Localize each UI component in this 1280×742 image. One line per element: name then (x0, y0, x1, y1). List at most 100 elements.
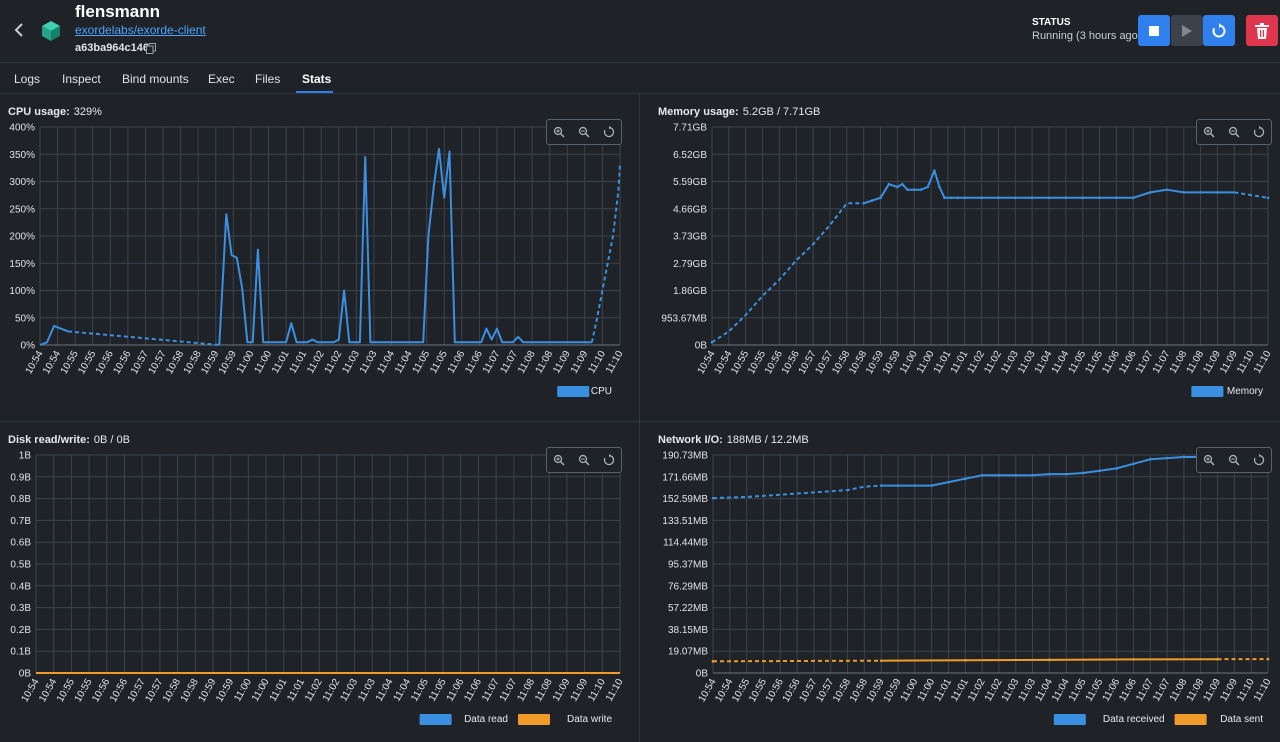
image-link[interactable]: exordelabs/exorde-client (75, 23, 206, 37)
container-cube-icon (40, 20, 62, 42)
disk-io-chart: 0B 0.1B 0.2B 0.3B 0.4B 0.5B 0.6B 0.7B 0.8B 0.9B 1B… (10, 451, 626, 725)
data-point (912, 188, 916, 191)
chart-toolbox (546, 447, 622, 473)
zoom-out-icon[interactable] (1227, 125, 1241, 139)
data-point (980, 473, 984, 477)
network-io-title: Network I/O: 188MB / 12.2MB (658, 434, 809, 446)
data-point (997, 196, 1000, 200)
data-point (1182, 191, 1186, 194)
network-io-panel: Network I/O: 188MB / 12.2MB 0B 19.07MB 38.1… (645, 422, 1279, 742)
data-point (1014, 473, 1018, 477)
data-point (997, 473, 1001, 477)
panel-divider-vertical (639, 94, 640, 742)
data-point (879, 659, 883, 662)
y-tick-label: 0.5B (10, 560, 31, 571)
data-point (1199, 191, 1202, 194)
data-point (1048, 658, 1051, 662)
reset-zoom-icon[interactable] (1252, 125, 1266, 139)
data-point (980, 196, 983, 200)
data-point (913, 484, 917, 487)
cpu-usage-value: 329% (73, 106, 102, 118)
tab-bind-mounts[interactable]: Bind mounts (122, 72, 189, 86)
data-point (711, 660, 715, 663)
y-tick-label: 19.07MB (668, 647, 708, 658)
zoom-out-icon[interactable] (1227, 453, 1241, 467)
data-point (1132, 462, 1135, 466)
memory-usage-panel: Memory usage: 5.2GB / 7.71GB 0B 953.67MB 1.… (645, 94, 1279, 416)
back-chevron-icon[interactable] (12, 21, 28, 39)
zoom-in-icon[interactable] (1202, 453, 1216, 467)
x-tick-label: 11:10 (1252, 677, 1274, 704)
data-point (1048, 472, 1051, 476)
y-tick-label: 1.86GB (673, 286, 707, 297)
zoom-in-icon[interactable] (1202, 125, 1216, 139)
y-tick-label: 300% (9, 177, 35, 188)
data-point (956, 196, 960, 200)
tab-stats[interactable]: Stats (302, 72, 332, 86)
zoom-out-icon[interactable] (577, 125, 591, 139)
series-line-cpu (68, 330, 220, 346)
tab-exec[interactable]: Exec (208, 72, 235, 86)
delete-button[interactable] (1246, 15, 1278, 46)
y-tick-label: 114.44MB (663, 538, 708, 549)
series-line-data-received (712, 484, 882, 500)
y-tick-label: 6.52GB (673, 150, 707, 161)
y-tick-label: 95.37MB (668, 560, 708, 571)
data-point (1148, 457, 1152, 461)
chart-toolbox (546, 119, 622, 145)
panel-divider-horizontal (0, 421, 1280, 422)
series-line-cpu (39, 324, 69, 346)
y-tick-label: 400% (9, 123, 35, 134)
y-tick-label: 171.66MB (662, 472, 708, 483)
data-point (1081, 196, 1084, 200)
y-tick-label: 5.59GB (673, 177, 707, 188)
restart-icon (1212, 22, 1226, 37)
y-tick-label: 100% (9, 286, 35, 297)
x-tick-label: 11:10 (604, 349, 626, 376)
data-point (1115, 467, 1118, 470)
y-tick-label: 250% (9, 204, 35, 215)
tab-inspect[interactable]: Inspect (62, 72, 101, 86)
data-point (1165, 188, 1169, 191)
legend-swatch (1053, 714, 1086, 725)
data-point (879, 196, 882, 200)
tab-files[interactable]: Files (255, 72, 281, 86)
data-point (870, 199, 874, 202)
zoom-in-icon[interactable] (552, 125, 566, 139)
tab-logs[interactable]: Logs (14, 72, 41, 86)
data-point (947, 480, 950, 484)
restart-button[interactable] (1203, 15, 1235, 46)
legend-swatch (518, 714, 550, 725)
legend-label: Data sent (1220, 714, 1263, 725)
data-point (1115, 196, 1118, 200)
data-point (1098, 196, 1101, 200)
data-point (1031, 473, 1034, 477)
y-tick-label: 0.8B (10, 494, 31, 505)
y-tick-label: 0B (19, 669, 32, 680)
play-icon (1182, 24, 1192, 37)
data-point (879, 484, 883, 487)
x-tick-label: 10:59 (214, 677, 236, 705)
data-point (963, 477, 967, 480)
data-point (1266, 657, 1270, 661)
copy-icon[interactable] (146, 43, 156, 54)
y-tick-label: 0.6B (10, 538, 31, 549)
y-tick-label: 0.7B (10, 516, 31, 527)
data-point (1081, 471, 1085, 475)
y-tick-label: 4.66GB (673, 204, 707, 215)
x-tick-label: 11:10 (604, 677, 626, 704)
legend-label: CPU (591, 386, 612, 397)
series-line-cpu (590, 165, 621, 343)
reset-zoom-icon[interactable] (602, 125, 616, 139)
legend-swatch (557, 386, 590, 397)
reset-zoom-icon[interactable] (1252, 453, 1266, 467)
reset-zoom-icon[interactable] (602, 453, 616, 467)
zoom-out-icon[interactable] (577, 453, 591, 467)
data-point (930, 484, 933, 487)
zoom-in-icon[interactable] (552, 453, 566, 467)
stop-button[interactable] (1138, 15, 1170, 46)
data-point (1165, 456, 1169, 460)
data-point (896, 484, 900, 487)
cpu-usage-title: CPU usage: 329% (8, 106, 102, 118)
start-button[interactable] (1171, 15, 1203, 46)
